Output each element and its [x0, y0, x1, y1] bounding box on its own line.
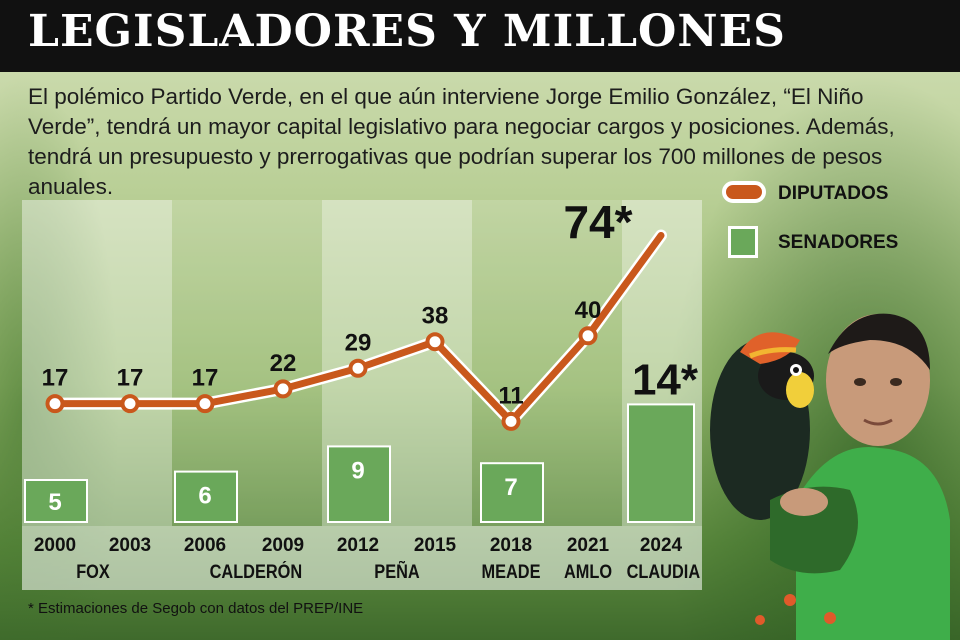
footnote: * Estimaciones de Segob con datos del PR… — [28, 600, 364, 617]
x-tick-2024: 2024 — [639, 535, 683, 556]
senadores-bar-2012 — [327, 445, 391, 523]
man-right-eye — [890, 378, 902, 386]
diputados-point-2009 — [273, 379, 293, 399]
diputados-point-2012 — [348, 358, 368, 378]
diputados-label-2024: 74* — [563, 196, 632, 248]
legend-senadores-swatch — [728, 226, 758, 258]
diputados-point-2003 — [120, 394, 140, 414]
diputados-label-2015: 38 — [422, 303, 449, 330]
legend-senadores-label: SENADORES — [778, 232, 899, 253]
man-hair — [828, 313, 930, 370]
x-tick-2015: 2015 — [413, 535, 457, 556]
legend-diputados-label: DIPUTADOS — [778, 183, 889, 204]
toucan-throat — [786, 372, 814, 408]
flower-2 — [824, 612, 836, 624]
x-tick-2009: 2009 — [261, 535, 305, 556]
senadores-label-2012: 9 — [351, 457, 364, 484]
x-tick-2012: 2012 — [336, 535, 380, 556]
intro-text: El polémico Partido Verde, en el que aún… — [28, 84, 895, 199]
man-mouth — [863, 418, 893, 426]
group-label-claudia: CLAUDIA — [626, 562, 701, 583]
x-tick-2006: 2006 — [183, 535, 227, 556]
flower-1 — [784, 594, 796, 606]
group-label-calderón: CALDERÓN — [209, 562, 303, 583]
man-hand — [780, 488, 828, 516]
man-left-eye — [854, 378, 866, 386]
diputados-label-2021: 40 — [575, 297, 602, 324]
diputados-point-2006 — [195, 394, 215, 414]
x-tick-2003: 2003 — [108, 535, 152, 556]
x-tick-2018: 2018 — [489, 535, 533, 556]
x-axis-band — [22, 526, 702, 590]
senadores-bar-2024 — [627, 403, 695, 523]
diputados-label-2009: 22 — [270, 350, 297, 377]
flower-3 — [755, 615, 765, 625]
senadores-label-2000: 5 — [48, 489, 61, 516]
title-bar: LEGISLADORES Y MILLONES — [0, 0, 960, 72]
diputados-label-2018: 11 — [498, 382, 523, 409]
senadores-label-2018: 7 — [504, 474, 517, 501]
diputados-point-2000 — [45, 394, 65, 414]
x-tick-2000: 2000 — [33, 535, 77, 556]
diputados-point-2018 — [501, 411, 521, 431]
group-label-amlo: AMLO — [563, 562, 613, 583]
senadores-label-2024: 14* — [632, 355, 699, 404]
period-band-fox — [22, 200, 172, 526]
group-label-meade: MEADE — [481, 562, 541, 583]
x-tick-2021: 2021 — [566, 535, 610, 556]
senadores-bar-2006 — [174, 470, 238, 524]
senadores-label-2006: 6 — [198, 483, 211, 510]
senadores-bar-2000 — [24, 479, 88, 523]
diputados-label-2000: 17 — [42, 365, 69, 392]
diputados-label-2006: 17 — [192, 365, 219, 392]
group-label-peña: PEÑA — [373, 562, 420, 583]
toucan-beak-stripe — [749, 347, 797, 359]
toucan-pupil — [793, 367, 799, 373]
diputados-label-2012: 29 — [345, 329, 372, 356]
toucan-and-man-illustration — [700, 300, 960, 640]
diputados-point-2015 — [425, 332, 445, 352]
diputados-label-2003: 17 — [117, 365, 144, 392]
legend-diputados-swatch — [722, 181, 766, 203]
senadores-bar-2018 — [480, 462, 544, 524]
page-title: LEGISLADORES Y MILLONES — [28, 6, 786, 57]
diputados-point-2021 — [578, 326, 598, 346]
illustration-svg — [710, 313, 950, 640]
group-label-fox: FOX — [75, 562, 110, 583]
